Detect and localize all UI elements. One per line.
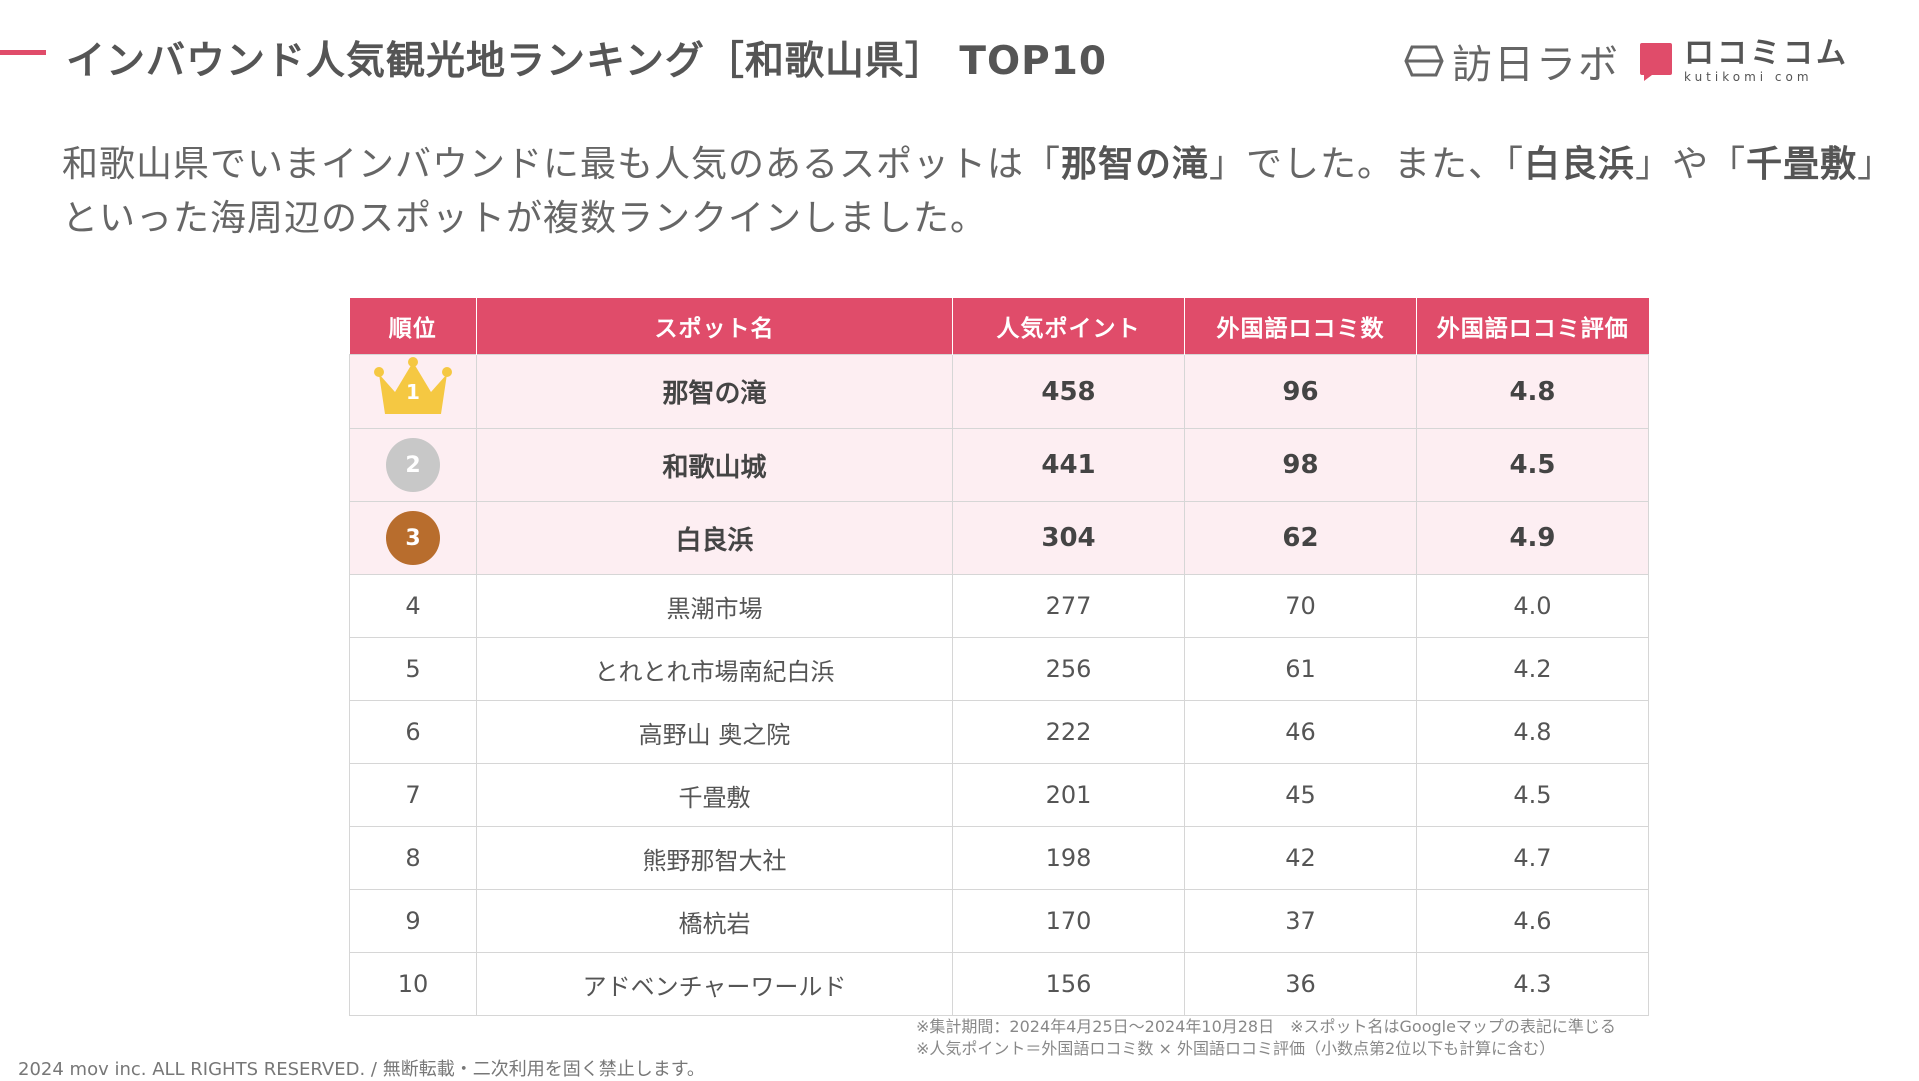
rank-number: 1: [406, 380, 420, 404]
table-row: 6 高野山 奥之院 222 46 4.8: [349, 700, 1649, 764]
rank-cell: 2: [349, 428, 477, 502]
table-row: 1 那智の滝 458 96 4.8: [349, 354, 1649, 429]
page-title: インバウンド人気観光地ランキング［和歌山県］ TOP10: [66, 39, 1108, 84]
review-count-cell: 36: [1184, 952, 1417, 1016]
rating-cell: 4.5: [1416, 428, 1649, 502]
table-row: 10 アドベンチャーワールド 156 36 4.3: [349, 952, 1649, 1016]
rank-cell: 6: [349, 700, 477, 764]
rating-cell: 4.9: [1416, 501, 1649, 575]
points-cell: 222: [952, 700, 1185, 764]
review-count-cell: 45: [1184, 763, 1417, 827]
points-cell: 277: [952, 574, 1185, 638]
table-row: 5 とれとれ市場南紀白浜 256 61 4.2: [349, 637, 1649, 701]
review-count-cell: 98: [1184, 428, 1417, 502]
spot-name-cell: とれとれ市場南紀白浜: [476, 637, 953, 701]
kuchikomi-logo-text: ロコミコム: [1684, 36, 1849, 71]
footnotes: ※集計期間：2024年4月25日〜2024年10月28日 ※スポット名はGoog…: [916, 1016, 1616, 1060]
review-count-cell: 46: [1184, 700, 1417, 764]
rating-cell: 4.2: [1416, 637, 1649, 701]
header-review-rating: 外国語ロコミ評価: [1416, 298, 1649, 355]
lead-text-1: 和歌山県でいまインバウンドに最も人気のあるスポットは「: [62, 144, 1062, 185]
lead-highlight-1: 那智の滝: [1061, 144, 1210, 185]
kuchikomi-logo-subtext: kutikomi com: [1684, 70, 1813, 84]
header-points: 人気ポイント: [952, 298, 1185, 355]
lead-highlight-2: 白良浜: [1524, 144, 1636, 185]
header-spot-name: スポット名: [476, 298, 953, 355]
rank-cell: 10: [349, 952, 477, 1016]
rank-cell: 3: [349, 501, 477, 575]
table-row: 3 白良浜 304 62 4.9: [349, 501, 1649, 575]
spot-name-cell: 千畳敷: [476, 763, 953, 827]
review-count-cell: 96: [1184, 354, 1417, 429]
lead-paragraph: 和歌山県でいまインバウンドに最も人気のあるスポットは「那智の滝」でした。また、「…: [62, 138, 1882, 246]
review-count-cell: 70: [1184, 574, 1417, 638]
rank-cell: 4: [349, 574, 477, 638]
homonichi-mark-icon: [1404, 45, 1444, 77]
rating-cell: 4.6: [1416, 889, 1649, 953]
rating-cell: 4.8: [1416, 354, 1649, 429]
copyright-notice: 2024 mov inc. ALL RIGHTS RESERVED. / 無断転…: [18, 1059, 705, 1080]
ranking-table: 順位 スポット名 人気ポイント 外国語ロコミ数 外国語ロコミ評価 1 那智の: [349, 298, 1649, 1016]
rating-cell: 4.0: [1416, 574, 1649, 638]
bronze-medal-icon: 3: [386, 511, 440, 565]
rank-cell: 5: [349, 637, 477, 701]
header-review-count: 外国語ロコミ数: [1184, 298, 1417, 355]
rank-cell: 8: [349, 826, 477, 890]
footnote-formula: ※人気ポイント＝外国語ロコミ数 × 外国語ロコミ評価（小数点第2位以下も計算に含…: [916, 1039, 1556, 1058]
rank-cell: 7: [349, 763, 477, 827]
rank-cell: 1: [349, 354, 477, 429]
points-cell: 304: [952, 501, 1185, 575]
rating-cell: 4.8: [1416, 700, 1649, 764]
spot-name-cell: 高野山 奥之院: [476, 700, 953, 764]
spot-name-cell: 和歌山城: [476, 428, 953, 502]
points-cell: 201: [952, 763, 1185, 827]
homonichi-logo-text: 訪日ラボ: [1452, 42, 1620, 88]
review-count-cell: 42: [1184, 826, 1417, 890]
points-cell: 156: [952, 952, 1185, 1016]
rank-cell: 9: [349, 889, 477, 953]
points-cell: 458: [952, 354, 1185, 429]
speech-bubble-icon: [1640, 43, 1672, 81]
table-row: 9 橋杭岩 170 37 4.6: [349, 889, 1649, 953]
kuchikomi-logo: ロコミコム kutikomi com: [1638, 39, 1849, 83]
title-accent-bar: [0, 50, 46, 55]
header-rank: 順位: [349, 298, 477, 355]
rating-cell: 4.7: [1416, 826, 1649, 890]
points-cell: 256: [952, 637, 1185, 701]
lead-text-3: 」や「: [1635, 144, 1747, 185]
review-count-cell: 62: [1184, 501, 1417, 575]
table-row: 7 千畳敷 201 45 4.5: [349, 763, 1649, 827]
points-cell: 170: [952, 889, 1185, 953]
gold-crown-icon: 1: [373, 356, 453, 420]
spot-name-cell: 那智の滝: [476, 354, 953, 429]
review-count-cell: 61: [1184, 637, 1417, 701]
lead-text-2: 」でした。また、「: [1209, 144, 1525, 185]
footnote-period: ※集計期間：2024年4月25日〜2024年10月28日 ※スポット名はGoog…: [916, 1017, 1616, 1036]
review-count-cell: 37: [1184, 889, 1417, 953]
brand-logos: 訪日ラボ ロコミコム kutikomi com: [1404, 32, 1849, 90]
table-row: 4 黒潮市場 277 70 4.0: [349, 574, 1649, 638]
rating-cell: 4.5: [1416, 763, 1649, 827]
table-header-row: 順位 スポット名 人気ポイント 外国語ロコミ数 外国語ロコミ評価: [349, 298, 1649, 355]
table-row: 8 熊野那智大社 198 42 4.7: [349, 826, 1649, 890]
table-row: 2 和歌山城 441 98 4.5: [349, 428, 1649, 502]
silver-medal-icon: 2: [386, 438, 440, 492]
spot-name-cell: 白良浜: [476, 501, 953, 575]
points-cell: 441: [952, 428, 1185, 502]
spot-name-cell: 熊野那智大社: [476, 826, 953, 890]
rating-cell: 4.3: [1416, 952, 1649, 1016]
lead-text-4: 」といった海周辺のスポットが複数ランクインしました。: [62, 144, 1877, 239]
homonichi-logo: 訪日ラボ: [1404, 32, 1620, 90]
points-cell: 198: [952, 826, 1185, 890]
spot-name-cell: 橋杭岩: [476, 889, 953, 953]
spot-name-cell: 黒潮市場: [476, 574, 953, 638]
spot-name-cell: アドベンチャーワールド: [476, 952, 953, 1016]
lead-highlight-3: 千畳敷: [1746, 144, 1858, 185]
